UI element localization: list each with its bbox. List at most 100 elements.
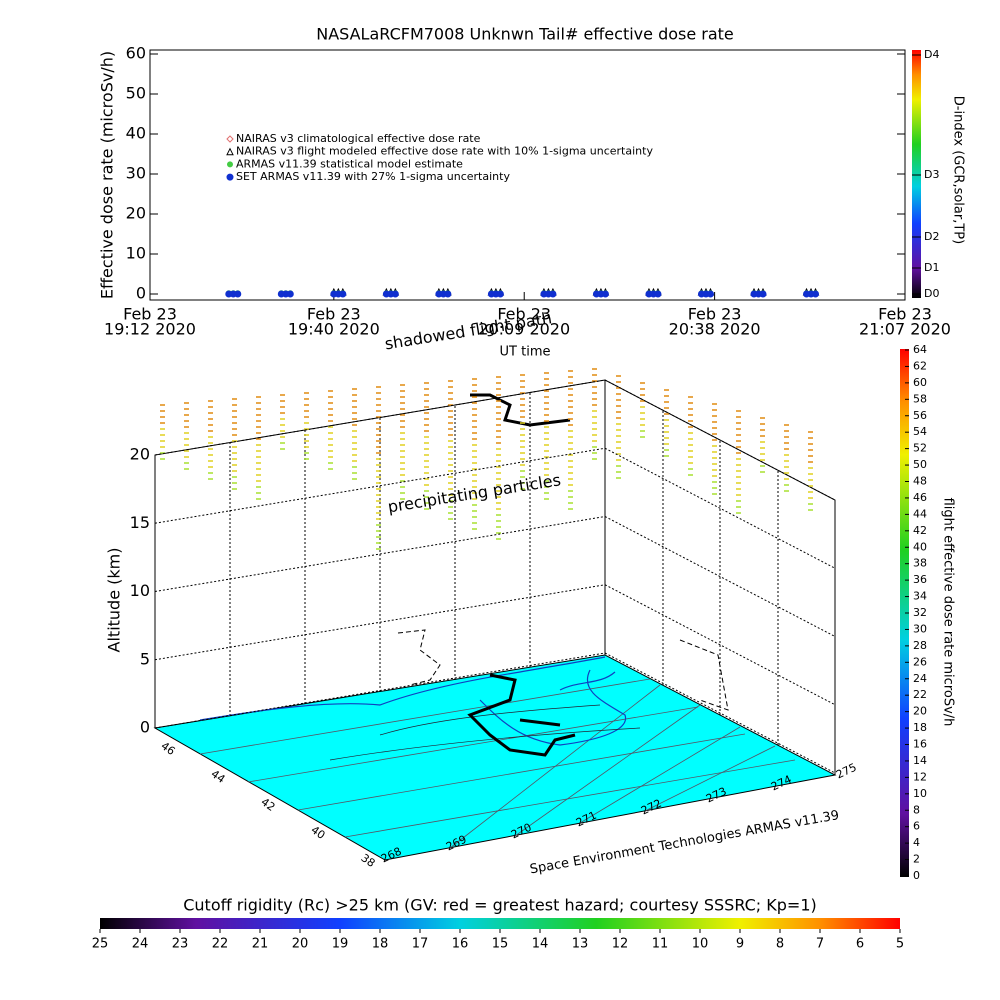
point-fill: [549, 290, 557, 298]
cb-tick-label: D1: [924, 261, 939, 274]
d-index-colorbar: [912, 50, 921, 298]
z-tick-label: 15: [130, 513, 150, 532]
point-fill: [444, 290, 452, 298]
grid-line: [154, 516, 606, 592]
legend-label: NAIRAS v3 flight modeled effective dose …: [236, 145, 653, 158]
grid-line: [154, 379, 606, 456]
cb-tick-label: 6: [913, 820, 920, 833]
point-fill: [391, 290, 399, 298]
lat-tick-label: 46: [159, 739, 178, 758]
cb-tick-label: 25: [92, 937, 109, 952]
cb-tick-label: 56: [913, 409, 927, 422]
point-fill: [654, 290, 662, 298]
cb-tick-label: 8: [776, 937, 784, 952]
z-tick-label: 20: [130, 445, 150, 464]
y-tick-label: 60: [126, 44, 146, 63]
cb-tick-label: 58: [913, 392, 927, 405]
cb-tick-label: 20: [913, 705, 927, 718]
cb-tick-label: 24: [132, 937, 149, 952]
x-tick-label: 19:40 2020: [288, 320, 380, 339]
x-tick-label: 19:12 2020: [104, 320, 196, 339]
cb-tick-label: 60: [913, 376, 927, 389]
flight-path: [470, 393, 571, 427]
cb-tick-label: 64: [913, 343, 927, 356]
x-axis-label: UT time: [500, 345, 551, 360]
colorbar-label: Cutoff rigidity (Rc) >25 km (GV: red = g…: [183, 896, 817, 915]
point: [226, 135, 234, 143]
cb-tick-label: 28: [913, 639, 927, 652]
cb-tick-label: 6: [856, 937, 864, 952]
rigidity-panel: Cutoff rigidity (Rc) >25 km (GV: red = g…: [100, 896, 900, 929]
cb-tick-label: D0: [924, 287, 939, 300]
cb-tick-label: 36: [913, 573, 927, 586]
grid-line: [604, 379, 836, 501]
point-fill: [234, 290, 242, 298]
cb-tick-label: 14: [913, 754, 927, 767]
x-tick-label: Feb 23: [123, 305, 177, 324]
x-tick-label: 20:09 2020: [478, 320, 570, 339]
y-tick-label: 30: [126, 164, 146, 183]
cb-tick-label: 15: [492, 937, 509, 952]
x-tick-label: Feb 23: [497, 305, 551, 324]
cb-tick-label: 17: [412, 937, 429, 952]
y-tick-label: 10: [126, 244, 146, 263]
cb-tick-label: 11: [652, 937, 669, 952]
cb-tick-label: 16: [913, 738, 927, 751]
grid-line: [154, 584, 606, 661]
cb-tick-label: 62: [913, 359, 927, 372]
cb-tick-label: 50: [913, 458, 927, 471]
point-fill: [812, 290, 820, 298]
3d-panel: Altitude (km) shadowed flight path preci…: [105, 308, 956, 877]
cb-tick-label: 46: [913, 491, 927, 504]
lat-tick-label: 44: [209, 767, 228, 786]
y-axis-label: Effective dose rate (microSv/h): [98, 51, 117, 299]
cb-tick-label: 23: [172, 937, 189, 952]
point-fill: [706, 290, 714, 298]
cb-tick-label: 13: [572, 937, 589, 952]
annotation: precipitating particles: [386, 470, 562, 516]
cb-tick-label: 18: [913, 721, 927, 734]
cb-tick-label: 14: [532, 937, 549, 952]
cb-tick-label: 7: [816, 937, 824, 952]
floor-grid: [199, 678, 796, 849]
cb-tick-label: 44: [913, 507, 927, 520]
z-tick-label: 0: [140, 718, 150, 737]
cb-tick-label: 10: [692, 937, 709, 952]
legend-label: ARMAS v11.39 statistical model estimate: [236, 157, 463, 170]
cb-tick-label: 20: [292, 937, 309, 952]
cb-tick-label: 18: [372, 937, 389, 952]
z-axis-label: Altitude (km): [105, 548, 124, 653]
cb-tick-label: 30: [913, 622, 927, 635]
cb-tick-label: 12: [913, 770, 927, 783]
cb-tick-label: 16: [452, 937, 469, 952]
cb-tick-label: D4: [924, 48, 939, 61]
cb-tick-label: 52: [913, 442, 927, 455]
grid-line: [154, 447, 606, 524]
cb-tick-label: 24: [913, 672, 927, 685]
point-fill: [339, 290, 347, 298]
lat-tick-label: 42: [259, 795, 278, 814]
cb-tick-label: 9: [736, 937, 744, 952]
cb-tick-label: 0: [913, 869, 920, 882]
grid-line: [604, 584, 836, 706]
point-fill: [496, 290, 504, 298]
point: [227, 161, 233, 168]
particles: [160, 368, 813, 550]
y-tick-label: 50: [126, 84, 146, 103]
x-tick-label: 21:07 2020: [859, 320, 951, 339]
wall-shadow: [397, 629, 729, 711]
y-tick-label: 0: [136, 284, 146, 303]
x-tick-label: Feb 23: [878, 305, 932, 324]
flight-path-shadow: [467, 673, 576, 757]
wall-grid: [229, 393, 779, 745]
cb-tick-label: 5: [896, 937, 904, 952]
x-tick-label: Feb 23: [688, 305, 742, 324]
z-tick-label: 5: [140, 649, 150, 668]
legend-label: NAIRAS v3 climatological effective dose …: [236, 132, 481, 145]
cb-tick-label: 48: [913, 475, 927, 488]
grid-line: [604, 652, 836, 774]
cb-tick-label: 10: [913, 787, 927, 800]
x-tick-label: 20:38 2020: [669, 320, 761, 339]
cb-tick-label: 4: [913, 836, 920, 849]
